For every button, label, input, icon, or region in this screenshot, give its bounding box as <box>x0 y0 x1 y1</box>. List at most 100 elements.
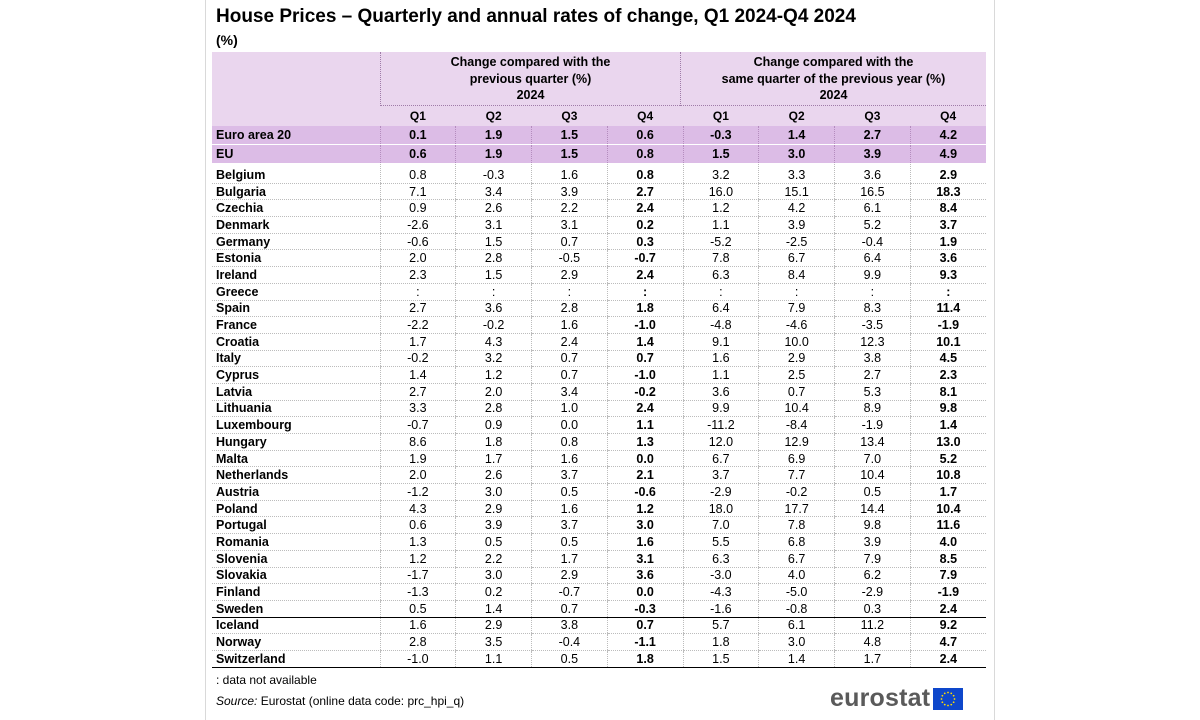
header-right-line2: same quarter of the previous year (%) <box>721 71 946 86</box>
value-cell: 1.2 <box>682 199 759 218</box>
value-cell: -11.2 <box>682 416 759 434</box>
value-cell: -1.6 <box>682 600 759 618</box>
country-name: Bulgaria <box>212 183 380 201</box>
value-cell: -2.9 <box>682 483 759 501</box>
value-cell: -1.7 <box>379 567 456 585</box>
value-cell: 4.5 <box>909 350 986 368</box>
table-row: Lithuania 3.3 2.8 1.0 2.4 9.9 10.4 8.9 9.8 <box>212 400 986 418</box>
country-name: Lithuania <box>212 400 380 418</box>
value-cell: 10.4 <box>834 466 911 485</box>
country-name: Euro area 20 <box>212 126 380 145</box>
country-name: Czechia <box>212 199 380 218</box>
value-cell: 0.0 <box>531 416 608 434</box>
flag-star <box>952 694 955 697</box>
value-cell: -0.2 <box>758 483 835 501</box>
country-name: Malta <box>212 450 380 468</box>
table-row: Czechia 0.9 2.6 2.2 2.4 1.2 4.2 6.1 8.4 <box>212 199 986 218</box>
country-name: France <box>212 316 380 334</box>
value-cell: 7.0 <box>834 450 911 468</box>
value-cell: 3.1 <box>455 216 532 234</box>
page-title: House Prices – Quarterly and annual rate… <box>216 6 856 27</box>
value-cell: 10.8 <box>909 466 986 485</box>
value-cell: 0.9 <box>455 416 532 434</box>
value-cell: : <box>531 283 608 301</box>
value-cell: 3.9 <box>758 216 835 234</box>
value-cell: 3.5 <box>455 633 532 651</box>
value-cell: 8.3 <box>834 300 911 318</box>
value-cell: 6.3 <box>682 550 759 568</box>
source-label: Source: <box>216 694 258 708</box>
value-cell: 3.9 <box>834 144 911 164</box>
value-cell: 3.7 <box>531 516 608 535</box>
value-cell: 1.7 <box>531 550 608 568</box>
value-cell: 1.4 <box>758 126 835 145</box>
value-cell: 11.6 <box>909 516 986 535</box>
value-cell: 1.6 <box>531 500 608 518</box>
value-cell: 4.0 <box>758 567 835 585</box>
value-cell: 8.4 <box>909 199 986 218</box>
value-cell: 6.4 <box>834 249 911 268</box>
value-cell: 7.8 <box>682 249 759 268</box>
table-row: Hungary 8.6 1.8 0.8 1.3 12.0 12.9 13.4 13.0 <box>212 433 986 451</box>
value-cell: 1.1 <box>606 416 683 434</box>
quarter-header: Q2 <box>485 109 502 123</box>
country-name: Portugal <box>212 516 380 535</box>
value-cell: 0.5 <box>531 483 608 501</box>
value-cell: 6.2 <box>834 567 911 585</box>
logo-text: eurostat <box>830 684 931 712</box>
value-cell: -4.8 <box>682 316 759 334</box>
value-cell: -0.2 <box>455 316 532 334</box>
value-cell: 3.9 <box>834 533 911 551</box>
value-cell: 0.5 <box>531 650 608 668</box>
value-cell: 8.6 <box>379 433 456 451</box>
flag-star <box>953 697 956 700</box>
value-cell: 1.7 <box>455 450 532 468</box>
country-name: Spain <box>212 300 380 318</box>
value-cell: 1.2 <box>606 500 683 518</box>
value-cell: 6.8 <box>758 533 835 551</box>
value-cell: 1.8 <box>455 433 532 451</box>
country-name: Netherlands <box>212 466 380 485</box>
value-cell: 10.4 <box>758 400 835 418</box>
value-cell: 1.3 <box>606 433 683 451</box>
table-row: Norway 2.8 3.5 -0.4 -1.1 1.8 3.0 4.8 4.7 <box>212 633 986 651</box>
value-cell: 0.0 <box>606 450 683 468</box>
value-cell: 4.3 <box>379 500 456 518</box>
value-cell: 2.7 <box>379 383 456 401</box>
value-cell: -0.4 <box>834 233 911 251</box>
table-row: Portugal 0.6 3.9 3.7 3.0 7.0 7.8 9.8 11.6 <box>212 516 986 535</box>
value-cell: 2.8 <box>379 633 456 651</box>
table-row: Bulgaria 7.1 3.4 3.9 2.7 16.0 15.1 16.5 18.3 <box>212 183 986 201</box>
value-cell: 0.7 <box>531 366 608 384</box>
value-cell: -0.2 <box>379 350 456 368</box>
header-left-year: 2024 <box>516 88 545 102</box>
header-right-line1: Change compared with the <box>753 55 914 69</box>
value-cell: 2.2 <box>531 199 608 218</box>
value-cell: 5.7 <box>682 616 759 635</box>
value-cell: 5.2 <box>834 216 911 234</box>
value-cell: 10.0 <box>758 333 835 351</box>
table-header-background <box>212 52 986 126</box>
value-cell: 8.9 <box>834 400 911 418</box>
value-cell: 0.5 <box>455 533 532 551</box>
value-cell: 2.6 <box>455 466 532 485</box>
country-name: Croatia <box>212 333 380 351</box>
header-left-line1: Change compared with the <box>450 55 611 69</box>
header-left-line2: previous quarter (%) <box>469 71 592 86</box>
value-cell: 3.6 <box>455 300 532 318</box>
value-cell: 5.3 <box>834 383 911 401</box>
value-cell: 3.2 <box>455 350 532 368</box>
value-cell: 7.8 <box>758 516 835 535</box>
value-cell: -8.4 <box>758 416 835 434</box>
value-cell: 1.9 <box>909 233 986 251</box>
flag-star <box>950 691 953 694</box>
value-cell: 7.7 <box>758 466 835 485</box>
value-cell: 1.5 <box>682 144 759 164</box>
value-cell: -1.0 <box>606 366 683 384</box>
value-cell: 1.1 <box>682 216 759 234</box>
value-cell: 7.0 <box>682 516 759 535</box>
value-cell: 0.8 <box>379 163 456 184</box>
value-cell: 2.9 <box>909 163 986 184</box>
value-cell: -4.3 <box>682 583 759 601</box>
table-row: Switzerland -1.0 1.1 0.5 1.8 1.5 1.4 1.7 2.4 <box>212 650 986 668</box>
